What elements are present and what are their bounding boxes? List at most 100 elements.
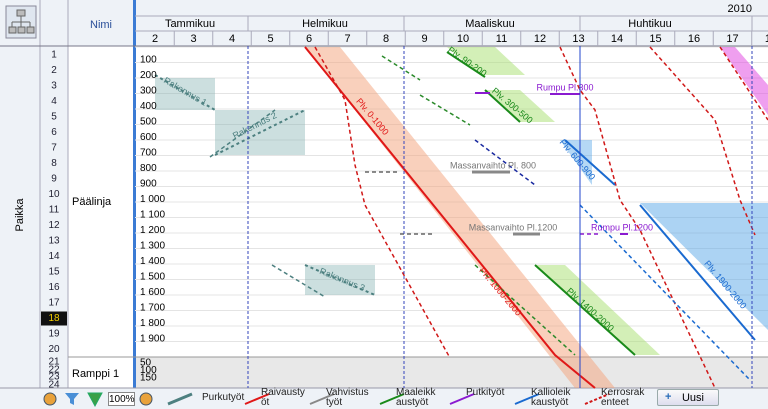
row-number: 18 [48,313,60,324]
splitter[interactable] [133,0,136,388]
legend-swatch [244,393,270,405]
task-label: Massanvaihto Pl. 800 [450,160,536,170]
row-number: 11 [49,205,60,216]
row-number: 23 [48,372,60,383]
task-line [474,139,536,186]
legend-swatch [309,393,335,405]
task-line [579,204,751,381]
row-number: 22 [48,365,60,376]
plus-icon: + [665,391,672,403]
task-line [304,264,376,296]
station-label: 100 [140,55,157,66]
row-number: 4 [51,96,57,107]
task-label: Rumpu Pl.1200 [591,222,653,232]
task-line [381,55,421,81]
row-number: 7 [51,143,57,154]
week-label: 12 [534,33,546,45]
task-label: Rumpu Pl.300 [536,82,593,92]
station-label: 100 [140,365,157,376]
station-label: 1 400 [140,256,165,267]
month-label: Maaliskuu [465,18,515,30]
name-header: Nimi [90,19,112,31]
toolbar-icons[interactable] [43,392,153,408]
week-label: 14 [611,33,623,45]
task-area [560,140,592,185]
legend-label: Maaleikkaustyöt [396,387,436,408]
month-label: Tammikuu [165,18,215,30]
section: Päälinja [72,196,112,208]
station-label: 1 600 [140,287,165,298]
task-label: Massanvaihto Pl.1200 [469,222,558,232]
week-label: 18 [765,33,768,45]
row-number: 14 [48,251,60,262]
task-line [474,264,576,356]
task-line [446,51,486,78]
station-label: 800 [140,163,157,174]
station-label: 200 [140,70,157,81]
week-label: 11 [496,33,507,45]
icon[interactable] [65,393,79,405]
legend-label: Kallioleikkaustyöt [531,387,571,408]
station-label: 700 [140,148,157,159]
task-line [639,204,756,341]
row-number-column [40,46,68,388]
station-label: 300 [140,86,157,97]
row-number: 8 [51,158,57,169]
task-area [485,90,555,122]
legend-swatch [449,393,475,405]
month-label: Huhtikuu [628,18,671,30]
station-label: 1 700 [140,303,165,314]
task-line [719,46,768,121]
selected-row [41,311,67,326]
row-number: 2 [51,65,57,76]
task-line [534,264,636,356]
week-label: 4 [229,33,235,45]
row-number: 17 [48,298,60,309]
week-label: 2 [152,33,158,45]
icon[interactable] [139,392,153,406]
row-number: 6 [51,127,57,138]
station-label: 1 500 [140,272,165,283]
legend-label: Purkutyöt [202,392,245,403]
week-label: 9 [421,33,427,45]
station-label: 150 [140,373,157,384]
week-label: 13 [572,33,584,45]
row-number: 16 [48,282,60,293]
month-label: Helmikuu [302,18,348,30]
station-label: 1 200 [140,225,165,236]
time-header [135,0,768,46]
icon[interactable] [43,392,57,406]
row-number: 12 [48,220,60,231]
task-line [564,139,616,186]
week-label: 10 [457,33,469,45]
week-label: 5 [267,33,273,45]
station-label: 900 [140,179,157,190]
station-label: 1 900 [140,334,165,345]
zoom[interactable]: 100% [108,392,135,406]
legend-label: Kerrosrakenteet [601,387,645,408]
legend-label: Vahvistustyöt [326,387,369,408]
row-number: 13 [48,236,60,247]
task-area [155,78,215,110]
location-column [0,46,40,388]
icon[interactable] [87,392,103,408]
task-line [559,46,716,389]
task-line [304,46,596,389]
legend-swatch [584,393,610,405]
station-label: 1 800 [140,318,165,329]
station-label: 400 [140,101,157,112]
task-area [447,47,525,75]
station-label: 50 [140,358,152,369]
new-button[interactable]: + Uusi [657,389,719,406]
row-number: 19 [48,329,60,340]
station-label: 500 [140,117,157,128]
ramp-area [135,357,768,388]
task-line [209,109,276,158]
station-label: 1 100 [140,210,165,221]
row-number: 5 [51,112,57,123]
week-label: 8 [383,33,389,45]
row-number: 3 [51,81,57,92]
week-label: 15 [649,33,661,45]
